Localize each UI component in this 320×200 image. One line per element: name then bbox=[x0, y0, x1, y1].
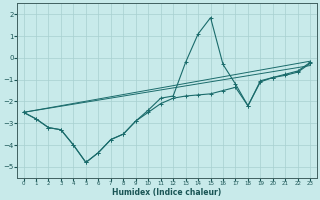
X-axis label: Humidex (Indice chaleur): Humidex (Indice chaleur) bbox=[112, 188, 221, 197]
